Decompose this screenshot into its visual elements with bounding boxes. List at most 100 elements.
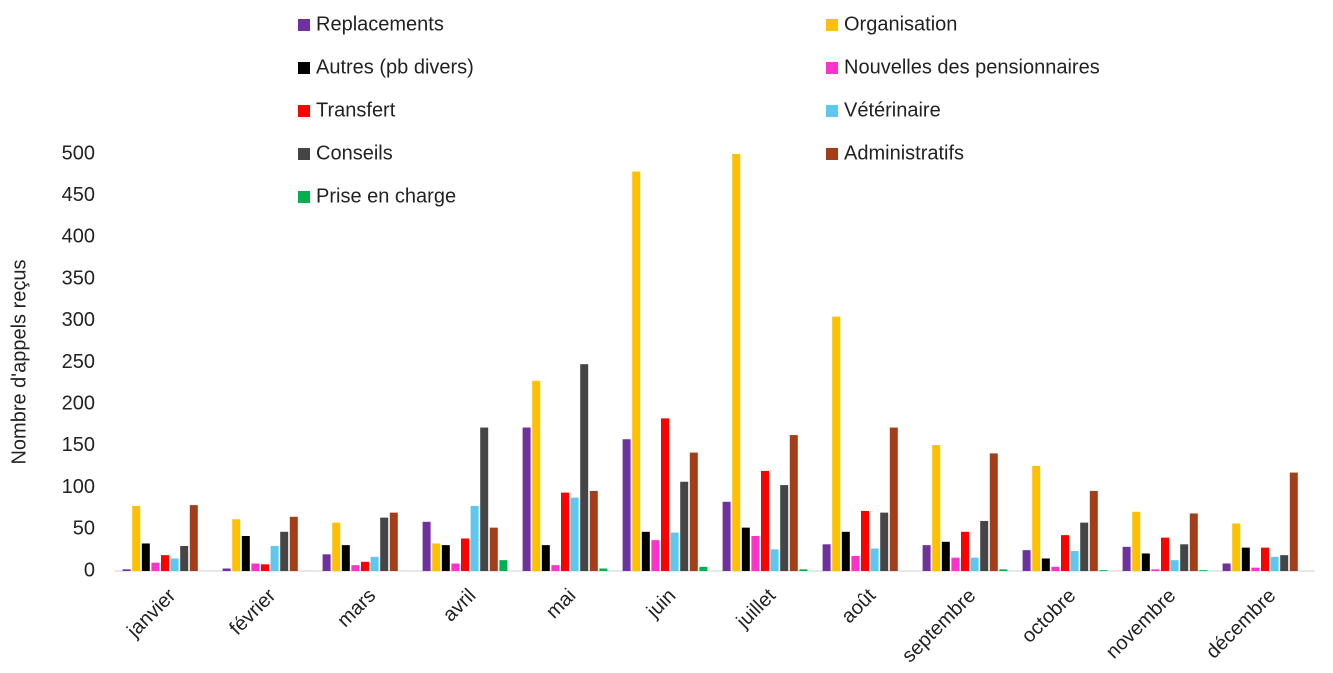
legend-swatch [826,62,838,74]
x-tick-label: février [225,584,280,639]
bar [741,527,750,571]
bar [270,545,279,571]
bar [1151,569,1160,571]
bar [1270,556,1279,571]
bar [970,557,979,571]
bar [180,545,189,571]
bar [1289,472,1298,571]
legend-swatch [298,62,310,74]
y-tick-label: 50 [73,518,95,540]
bar [389,512,398,571]
bar [1022,550,1031,571]
y-axis-label: Nombre d'appels reçus [8,259,30,464]
legend-swatch [298,19,310,31]
bar [861,510,869,571]
bar [170,558,179,571]
bar [222,568,231,571]
bar [461,538,469,571]
bar [151,562,160,571]
y-tick-label: 400 [62,226,95,248]
bar [851,555,860,571]
bar [480,427,489,571]
legend-label: Nouvelles des pensionnaires [844,56,1100,78]
bar [632,171,641,571]
bar [670,532,679,571]
bar [1061,535,1069,571]
y-tick-label: 450 [62,184,95,206]
bar [770,549,779,571]
bar [1189,513,1198,571]
bar [489,527,498,571]
bar [1089,490,1098,571]
bar [341,545,350,571]
bar [322,554,331,571]
y-tick-label: 250 [62,351,95,373]
bar [651,540,660,571]
legend-swatch [298,148,310,160]
legend-label: Conseils [316,142,393,164]
y-tick-label: 0 [84,559,95,581]
x-tick-label: juillet [732,584,781,633]
bar [789,435,798,571]
bar [432,543,441,571]
bar [1222,563,1231,571]
legend-label: Autres (pb divers) [316,56,474,78]
bar [1241,547,1250,571]
bar [1280,555,1289,571]
bar [661,418,669,571]
bar [880,512,889,571]
bar [132,505,141,571]
bar [999,569,1008,571]
bar [361,561,369,571]
bar [1180,544,1189,571]
bar [141,543,150,571]
x-tick-label: mai [542,585,580,623]
bar [989,453,998,571]
bar [941,541,950,571]
legend-swatch [298,105,310,117]
bar [580,364,589,571]
bar [599,568,608,571]
legend-label: Transfert [316,99,396,121]
bar [499,560,508,571]
legend-swatch [826,19,838,31]
bar [1122,546,1131,571]
y-tick-label: 150 [62,434,95,456]
bar [751,535,760,571]
x-tick-label: mars [333,585,380,632]
bar [251,563,260,571]
bar [641,531,650,571]
bar [470,505,479,571]
legend-swatch [826,148,838,160]
bar [1251,567,1260,571]
bar [441,545,450,571]
y-tick-label: 350 [62,267,95,289]
bar [1070,550,1079,571]
bar [451,563,460,571]
x-tick-label: novembre [1102,585,1180,663]
y-tick-label: 300 [62,309,95,331]
bar [1132,511,1141,571]
bar [570,497,579,571]
bar [822,544,831,571]
bar [289,516,298,571]
bar [332,522,341,571]
bar [951,557,960,571]
bar [722,501,731,571]
legend-label: Administratifs [844,142,964,164]
bar [1141,553,1150,571]
bar [1032,465,1041,571]
bar [532,380,541,571]
bar [799,569,808,571]
y-tick-label: 100 [62,476,95,498]
bar [1199,570,1208,571]
bar [189,505,198,571]
bar [1099,570,1108,571]
bar [561,492,569,571]
bar [589,490,598,571]
bar [551,565,560,571]
bar [122,569,131,571]
bar [689,452,698,571]
x-tick-label: janvier [122,584,180,642]
